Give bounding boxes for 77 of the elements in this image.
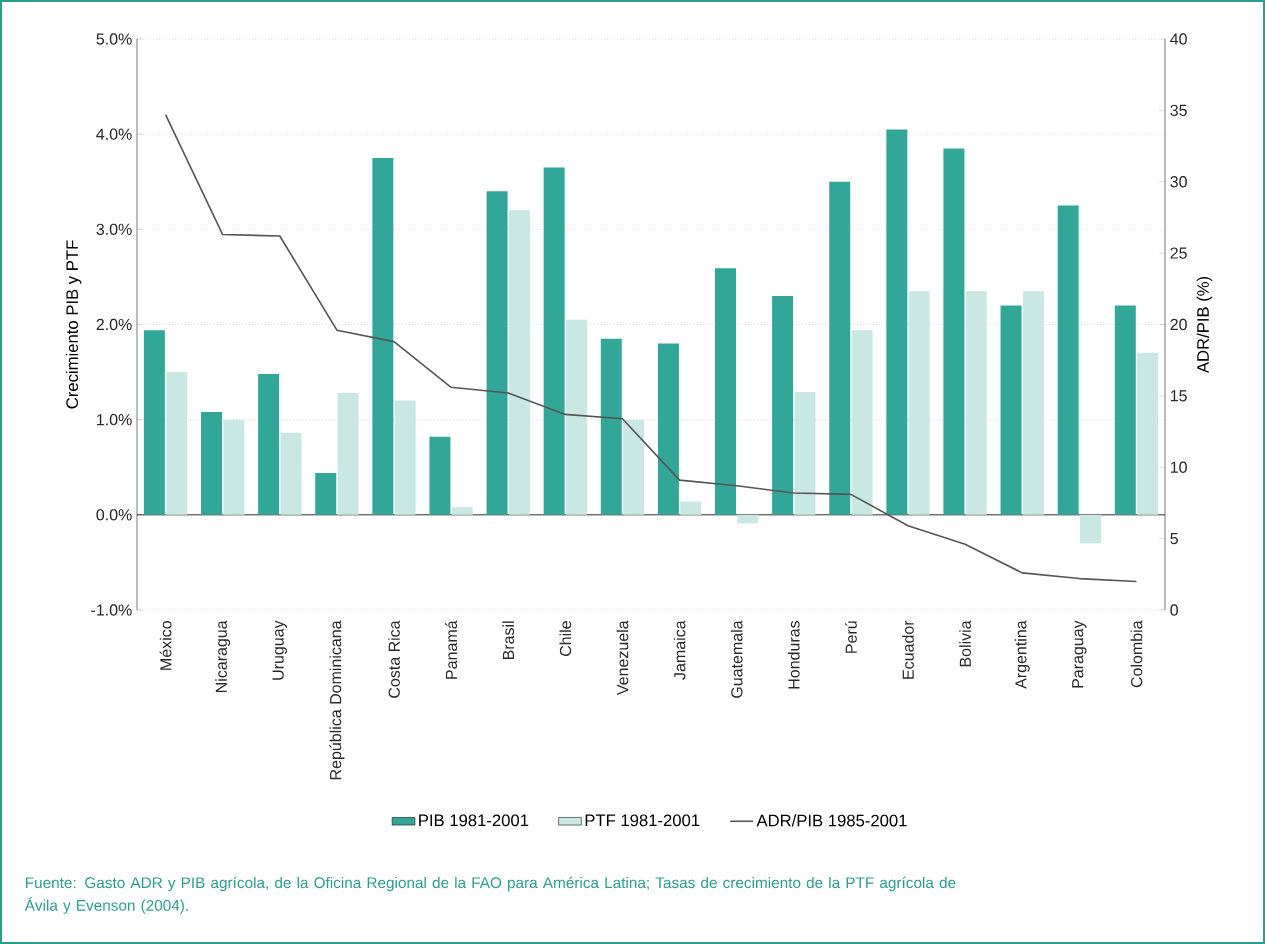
y-tick-label: 0.0% (96, 509, 132, 521)
bar (543, 167, 565, 515)
bar (1080, 514, 1101, 544)
bar (965, 291, 987, 515)
x-tick-label: Nicaragua (215, 620, 231, 692)
bar (1022, 291, 1044, 515)
bar (566, 319, 587, 515)
bar (851, 330, 873, 515)
bar (508, 210, 530, 515)
y2-tick-label: 10 (1170, 461, 1187, 473)
x-tick-label: México (159, 621, 172, 670)
x-tick-label: Guatemala (730, 620, 743, 698)
line-series (164, 113, 1138, 583)
x-tick-label: Panamá (445, 620, 458, 679)
x-tick-label: República Dominicana (329, 620, 345, 780)
y-tick-label: -1.0% (91, 604, 132, 616)
bar (166, 372, 188, 515)
bar (1000, 305, 1022, 515)
bar (451, 507, 473, 515)
bar (394, 400, 416, 515)
bar (143, 330, 165, 515)
x-tick-label: Uruguay (272, 620, 287, 680)
y2-tick-label: 20 (1170, 318, 1187, 331)
y2-tick-label: 25 (1170, 247, 1187, 259)
x-tick-label: Honduras (787, 620, 800, 689)
bar (623, 419, 645, 515)
x-tick-label: Paraguay (1072, 620, 1087, 688)
bar (337, 393, 359, 515)
bar (715, 268, 737, 515)
bar (372, 157, 394, 515)
bar (657, 343, 679, 515)
bar (600, 338, 622, 515)
y2-tick-label: 30 (1170, 176, 1187, 188)
y-tick-label: 2.0% (96, 318, 132, 331)
bar (280, 432, 302, 515)
legend-label: PIB 1981-2001 (419, 814, 529, 827)
bar (201, 412, 222, 515)
bar (223, 419, 245, 515)
bar (258, 373, 280, 515)
bar (429, 436, 451, 515)
bar (772, 295, 794, 515)
x-tick-label: Bolivia (959, 620, 971, 667)
x-tick-label: Brasil (502, 621, 515, 660)
y-tick-label: 3.0% (96, 223, 132, 235)
y2-tick-label: 40 (1170, 33, 1187, 45)
x-tick-label: Argentina (1014, 620, 1030, 689)
y-tick-label: 5.0% (96, 33, 132, 45)
bar (943, 148, 965, 515)
bar (486, 191, 508, 515)
bar (794, 392, 816, 515)
x-tick-label: Ecuador (902, 620, 914, 679)
y2-axis-title: ADR/PIB (%) (1196, 276, 1213, 374)
x-tick-label: Perú (844, 621, 857, 653)
bar (1114, 305, 1136, 515)
y-tick-label: 4.0% (96, 128, 132, 140)
y-axis-title: Crecimiento PIB y PTF (65, 240, 82, 409)
y2-tick-label: 15 (1170, 390, 1187, 402)
y2-tick-label: 5 (1170, 533, 1178, 545)
x-tick-label: Costa Rica (388, 620, 400, 698)
bar (1137, 353, 1159, 515)
bar (886, 129, 908, 515)
x-tick-label: Jamaica (673, 620, 686, 680)
source-note: Fuente: Gasto ADR y PIB agrícola, de la Oficina Regional de la FAO para América Latina; Tasas de crecimiento de la PTF agrícola de Ávila y Evenson (2004). (24, 876, 956, 914)
legend-label: ADR/PIB 1985-2001 (756, 814, 907, 827)
y-tick-label: 1.0% (97, 413, 132, 426)
x-tick-label: Colombia (1130, 620, 1143, 688)
bar (737, 514, 759, 524)
legend-label: PTF 1981-2001 (585, 814, 700, 827)
x-tick-label: Chile (559, 621, 572, 657)
bar (680, 501, 702, 515)
y2-tick-label: 0 (1170, 604, 1178, 616)
bar (829, 181, 851, 515)
y2-tick-label: 35 (1170, 104, 1187, 117)
bar (1057, 205, 1079, 515)
bar (908, 291, 930, 515)
bar (315, 472, 337, 515)
x-tick-label: Venezuela (616, 620, 629, 696)
